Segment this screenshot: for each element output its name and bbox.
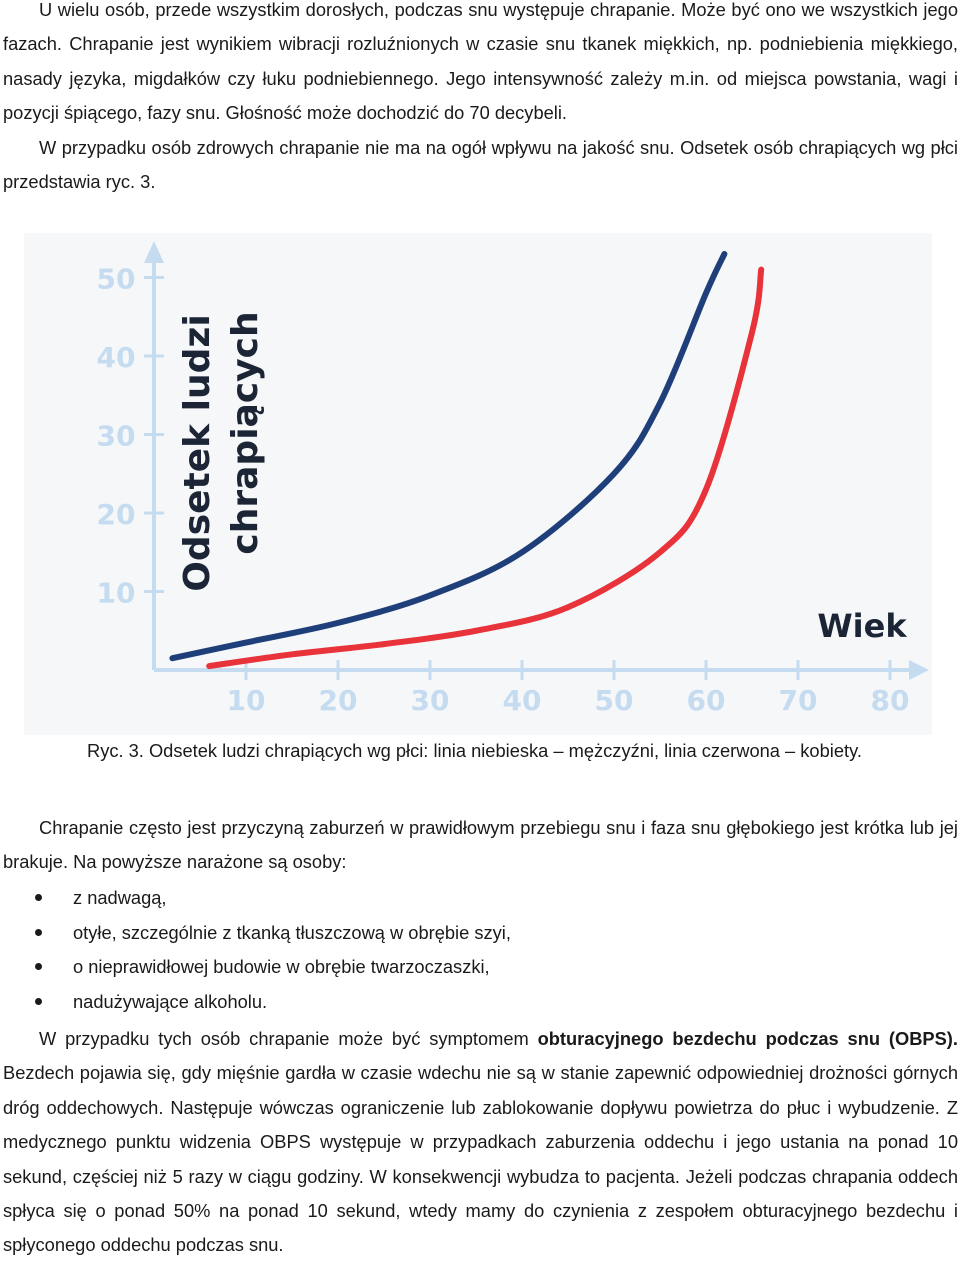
intro-text-2: W przypadku osób zdrowych chrapanie nie … xyxy=(3,136,958,193)
y-tick-label: 40 xyxy=(97,341,136,374)
series-line-red xyxy=(206,266,765,670)
series-line-blue xyxy=(169,250,728,662)
list-item-text: nadużywające alkoholu. xyxy=(73,990,268,1012)
list-item: nadużywające alkoholu. xyxy=(0,985,511,1020)
x-axis-label: Wiek xyxy=(817,607,907,645)
causes-paragraph: Chrapanie często jest przyczyną zaburzeń… xyxy=(3,811,958,880)
bullet-icon xyxy=(35,928,42,936)
bullet-icon xyxy=(35,997,42,1005)
list-item-text: z nadwagą, xyxy=(73,887,167,908)
figure-caption: Ryc. 3. Odsetek ludzi chrapiących wg płc… xyxy=(87,740,862,761)
list-item: z nadwagą, xyxy=(0,881,511,916)
intro-text: U wielu osób, przede wszystkim dorosłych… xyxy=(3,0,958,124)
obps-text-start: W przypadku tych osób chrapanie może być… xyxy=(39,1028,538,1049)
x-tick-label: 10 xyxy=(227,684,266,717)
y-axis-label-line1: Odsetek ludzi xyxy=(177,314,218,591)
y-tick-label: 30 xyxy=(97,420,136,453)
list-item-text: o nieprawidłowej budowie w obrębie twarz… xyxy=(73,956,490,977)
bullet-icon xyxy=(35,894,42,901)
list-item: otyłe, szczególnie z tkanką tłuszczową w… xyxy=(0,916,511,951)
y-axis-label-line2: chrapiących xyxy=(225,311,266,554)
x-tick-label: 80 xyxy=(871,684,910,717)
x-axis-arrow-icon xyxy=(909,660,929,680)
x-tick-label: 40 xyxy=(503,684,542,717)
bullet-icon xyxy=(35,963,42,970)
list-item: o nieprawidłowej budowie w obrębie twarz… xyxy=(0,950,511,985)
intro-paragraph: U wielu osób, przede wszystkim dorosłych… xyxy=(3,0,958,199)
causes-text: Chrapanie często jest przyczyną zaburzeń… xyxy=(3,817,958,873)
y-axis-arrow-icon xyxy=(144,241,164,263)
chart-svg: 10 20 30 40 50 10 20 30 40 50 60 70 80 Odsetek ludzi c… xyxy=(97,241,929,717)
x-tick-label: 70 xyxy=(779,684,818,717)
obps-term: obturacyjnego bezdechu podczas snu (OBPS… xyxy=(537,1028,958,1049)
y-tick-label: 50 xyxy=(97,263,136,296)
obps-text-rest: Bezdech pojawia się, gdy mięśnie gardła … xyxy=(3,1062,958,1256)
y-tick-label: 10 xyxy=(97,577,136,610)
x-tick-label: 30 xyxy=(411,684,450,717)
snoring-chart: 10 20 30 40 50 10 20 30 40 50 60 70 80 Odsetek ludzi c… xyxy=(24,233,932,735)
y-tick-label: 20 xyxy=(97,498,136,531)
x-tick-label: 20 xyxy=(319,684,358,717)
list-item-text: otyłe, szczególnie z tkanką tłuszczową w… xyxy=(73,921,511,943)
x-tick-label: 50 xyxy=(595,684,634,717)
obps-paragraph: W przypadku tych osób chrapanie może być… xyxy=(3,1022,958,1263)
x-tick-label: 60 xyxy=(687,684,726,717)
risk-list: z nadwagą, otyłe, szczególnie z tkanką t… xyxy=(0,881,511,1019)
